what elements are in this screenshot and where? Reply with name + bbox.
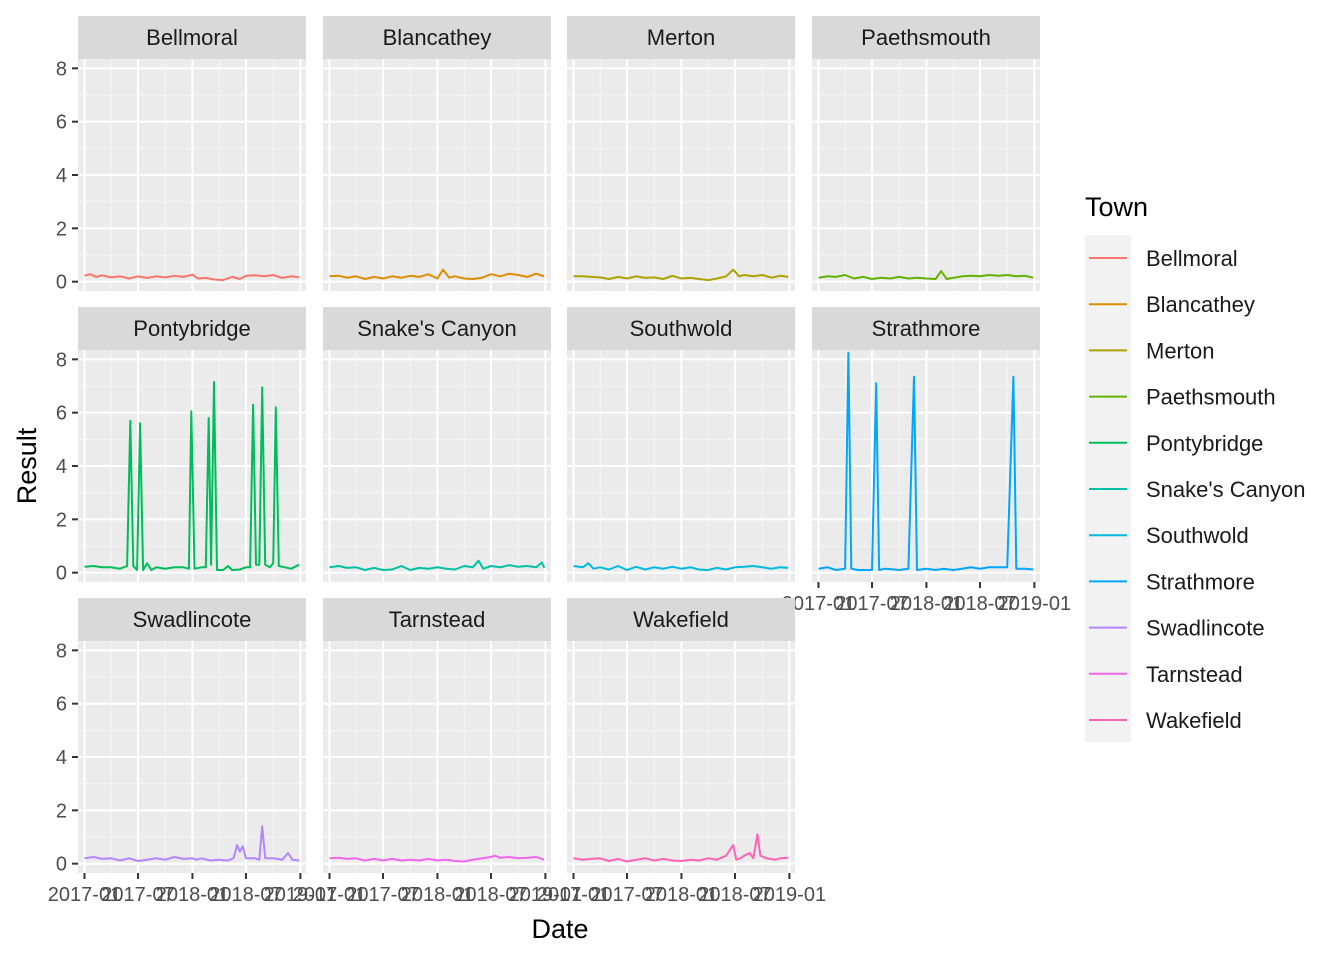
legend-label: Merton [1146, 338, 1214, 363]
facet-label: Southwold [630, 316, 733, 341]
y-tick-label: 0 [56, 854, 67, 876]
series-line-wakefield [573, 833, 789, 863]
facet-strathmore: Strathmore 2017-012017-072018-012018-0720… [782, 307, 1071, 615]
x-tick-label: 2018-01 [156, 884, 229, 906]
x-tick-label: 2017-07 [590, 884, 663, 906]
x-tick-label: 2017-07 [346, 884, 419, 906]
legend-label: Snake's Canyon [1146, 477, 1306, 502]
y-tick-label: 2 [56, 218, 67, 240]
legend-label: Strathmore [1146, 569, 1255, 594]
facet-merton: Merton [567, 16, 795, 291]
legend-label: Wakefield [1146, 708, 1242, 733]
x-tick-label: 2017-07 [835, 593, 908, 615]
series-line-snake-s-canyon [329, 559, 546, 571]
y-tick-label: 4 [56, 456, 67, 478]
y-tick-label: 6 [56, 403, 67, 425]
series-line-tarnstead [329, 854, 545, 863]
y-tick-label: 2 [56, 800, 67, 822]
legend-label: Pontybridge [1146, 431, 1263, 456]
facet-strip [567, 16, 795, 59]
facet-tarnstead: Tarnstead 2017-012017-072018-012018-07201… [293, 598, 582, 906]
legend-label: Paethsmouth [1146, 385, 1276, 410]
x-tick-label: 2019-01 [509, 884, 582, 906]
legend-label: Blancathey [1146, 292, 1255, 317]
facet-label: Tarnstead [389, 607, 486, 632]
legend-label: Southwold [1146, 523, 1249, 548]
series-line-blancathey [329, 268, 545, 280]
x-tick-label: 2018-01 [401, 884, 474, 906]
facet-label: Pontybridge [133, 316, 250, 341]
series-line-strathmore [818, 351, 1034, 571]
x-tick-label: 2017-01 [537, 884, 610, 906]
x-tick-label: 2018-07 [209, 884, 282, 906]
facet-bellmoral: Bellmoral 0 2 4 6 8 [56, 16, 306, 294]
facet-label: Wakefield [633, 607, 729, 632]
y-tick-label: 8 [56, 58, 67, 80]
y-tick-label: 6 [56, 112, 67, 134]
legend-label: Bellmoral [1146, 246, 1238, 271]
facet-wakefield: Wakefield 2017-012017-072018-012018-07201… [537, 598, 826, 906]
facet-label: Paethsmouth [861, 25, 991, 50]
y-tick-label: 8 [56, 349, 67, 371]
facet-paethsmouth: Paethsmouth [812, 16, 1040, 291]
x-tick-label: 2017-01 [293, 884, 366, 906]
x-tick-label: 2019-01 [264, 884, 337, 906]
facet-label: Swadlincote [133, 607, 252, 632]
series-line-pontybridge [84, 381, 300, 571]
facet-strip [323, 16, 551, 59]
facet-snake-s-canyon: Snake's Canyon [323, 307, 551, 582]
x-tick-label: 2017-01 [782, 593, 855, 615]
facet-strip [323, 307, 551, 350]
series-line-paethsmouth [818, 270, 1034, 280]
facet-label: Snake's Canyon [357, 316, 517, 341]
y-tick-label: 4 [56, 747, 67, 769]
y-tick-label: 6 [56, 694, 67, 716]
facet-swadlincote: Swadlincote024682017-012017-072018-01201… [48, 598, 337, 906]
legend-label: Tarnstead [1146, 662, 1243, 687]
x-axis-title: Date [531, 914, 588, 944]
facet-label: Blancathey [383, 25, 492, 50]
facet-strip [78, 307, 306, 350]
y-axis-title: Result [12, 427, 42, 504]
x-tick-label: 2019-01 [753, 884, 826, 906]
facet-strip [567, 598, 795, 641]
facet-label: Strathmore [872, 316, 981, 341]
x-tick-label: 2018-07 [698, 884, 771, 906]
y-tick-label: 8 [56, 640, 67, 662]
x-tick-label: 2019-01 [998, 593, 1071, 615]
facet-strip [567, 307, 795, 350]
x-tick-label: 2018-07 [454, 884, 527, 906]
x-tick-label: 2017-07 [101, 884, 174, 906]
facet-strip [323, 598, 551, 641]
y-tick-label: 0 [56, 272, 67, 294]
legend-title: Town [1085, 192, 1148, 222]
series-line-southwold [573, 562, 789, 571]
x-tick-label: 2018-01 [645, 884, 718, 906]
y-tick-label: 0 [56, 563, 67, 585]
facet-label: Bellmoral [146, 25, 238, 50]
facet-pontybridge: Pontybridge 0 2 4 6 8 [56, 307, 306, 585]
y-tick-label: 2 [56, 509, 67, 531]
facet-strip [78, 598, 306, 641]
series-line-bellmoral [84, 273, 300, 282]
series-line-swadlincote [84, 825, 300, 862]
x-tick-label: 2017-01 [48, 884, 121, 906]
legend: Town Bellmoral Blancathey Merton Paethsmouth… [1085, 192, 1306, 742]
facet-southwold: Southwold [567, 307, 795, 582]
series-line-merton [573, 268, 789, 282]
facet-strip [812, 16, 1040, 59]
facet-label: Merton [647, 25, 715, 50]
facet-blancathey: Blancathey [323, 16, 551, 291]
legend-label: Swadlincote [1146, 616, 1265, 641]
facet-strip [78, 16, 306, 59]
x-tick-label: 2018-01 [890, 593, 963, 615]
facet-strip [812, 307, 1040, 350]
y-tick-label: 4 [56, 165, 67, 187]
x-tick-label: 2018-07 [943, 593, 1016, 615]
